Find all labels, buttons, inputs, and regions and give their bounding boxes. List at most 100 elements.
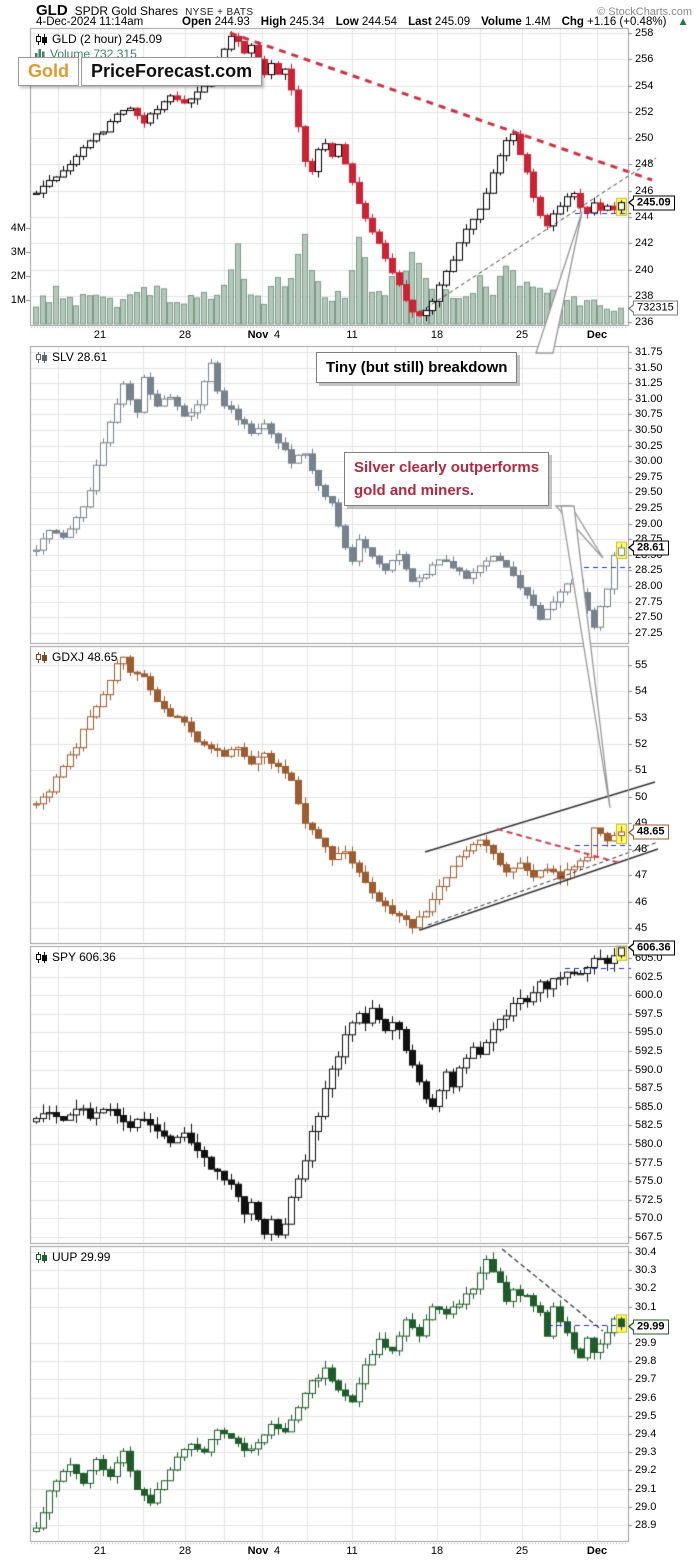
y-tick-label: 30.3	[635, 1264, 657, 1277]
y-tick-label: 29.2	[635, 1464, 657, 1477]
y-tick-label: 29.8	[635, 1355, 657, 1368]
y-tick-label: 29.9	[635, 1337, 657, 1349]
y-tick-label: 52	[635, 737, 648, 750]
candlestick-icon	[35, 951, 48, 963]
x-axis-label: 4	[273, 1545, 281, 1557]
panel-label-text: UUP 29.99	[52, 1250, 111, 1264]
y-tick-label: 31.50	[635, 361, 663, 374]
y-tick-label: 567.5	[635, 1231, 663, 1243]
y-tick-label: 48	[635, 843, 648, 856]
y-tick-label: 31.75	[635, 346, 663, 358]
y-tick-label: 31.00	[635, 392, 663, 405]
panel-label-text: SPY 606.36	[52, 950, 116, 964]
y-tick-label: 30.25	[635, 439, 663, 452]
logo-site-text: PriceForecast.com	[81, 57, 263, 86]
volume-icon	[35, 49, 46, 59]
y-tick-label: 585.0	[635, 1100, 663, 1113]
panel-label-gdxj: GDXJ 48.65	[35, 650, 117, 664]
price-label-gld: 245.09	[628, 195, 675, 211]
y-tick-label: 29.50	[635, 486, 663, 499]
y-tick-label: 31.25	[635, 377, 663, 390]
y-tick-label: 244	[635, 210, 654, 223]
y-tick-label: 250	[635, 132, 654, 145]
x-axis-label: 28	[178, 1545, 192, 1557]
y-tick-label: 45	[635, 922, 648, 934]
x-axis-label: 28	[178, 329, 192, 341]
price-label-gdxj: 48.65	[628, 824, 669, 840]
y-tick-label: 570.0	[635, 1212, 663, 1225]
y-tick-label: 595.0	[635, 1026, 663, 1039]
y-tick-label: 252	[635, 105, 654, 118]
annotation-line: Silver clearly outperforms	[354, 459, 540, 476]
quote-item: Volume 1.4M	[481, 16, 551, 28]
change-up-arrow: ▲	[677, 16, 689, 28]
x-axis-label: 21	[93, 1545, 107, 1557]
panel-label-text: GDXJ 48.65	[52, 650, 118, 664]
y-tick-label: 30.2	[635, 1282, 657, 1295]
quote-item: Last 245.09	[408, 16, 471, 28]
y-tick-label: 30.1	[635, 1300, 657, 1313]
y-tick-label: 28.00	[635, 580, 663, 592]
y-tick-label: 27.25	[635, 626, 663, 639]
volume-scale-label: 4M	[10, 222, 26, 234]
y-tick-label: 30.50	[635, 424, 663, 436]
candlestick-icon	[35, 1251, 48, 1263]
y-tick-label: 55	[635, 659, 648, 671]
panel-label-slv: SLV 28.61	[35, 350, 107, 364]
x-axis-label: Nov	[247, 1545, 269, 1557]
volume-label-box: 732315	[628, 300, 678, 316]
x-axis-label: 25	[515, 1545, 529, 1557]
annotation-line: gold and miners.	[354, 482, 475, 499]
y-tick-label: 29.25	[635, 502, 663, 514]
y-tick-label: 590.0	[635, 1063, 663, 1076]
annotation-silver: Silver clearly outperforms gold and miner…	[344, 452, 550, 506]
price-label-uup: 29.99	[628, 1319, 669, 1335]
volume-scale-label: 3M	[10, 246, 26, 258]
y-tick-label: 54	[635, 685, 648, 698]
candlestick-icon	[35, 651, 48, 663]
y-tick-label: 597.5	[635, 1007, 663, 1020]
y-tick-label: 242	[635, 237, 654, 250]
price-label-slv: 28.61	[628, 540, 669, 556]
y-tick-label: 28.25	[635, 564, 663, 577]
x-axis-label: 11	[346, 329, 358, 341]
candlestick-icon	[35, 33, 48, 45]
y-tick-label: 256	[635, 53, 654, 66]
x-axis-label: 4	[273, 329, 281, 341]
x-axis-label: Dec	[586, 329, 608, 341]
y-tick-label: 240	[635, 263, 654, 276]
header-quote-row: 4-Dec-2024 11:14am Open 244.93 High 245.3…	[36, 16, 692, 28]
symbol-name: SPDR Gold Shares	[74, 4, 179, 18]
x-axis-label: 21	[93, 329, 107, 341]
y-tick-label: 30.00	[635, 455, 663, 468]
volume-scale-label: 2M	[10, 270, 26, 282]
quote-item: High 245.34	[260, 16, 325, 28]
y-tick-label: 29.75	[635, 470, 663, 483]
y-tick-label: 582.5	[635, 1119, 663, 1132]
x-axis-label: 11	[346, 1545, 358, 1557]
y-tick-label: 580.0	[635, 1138, 663, 1150]
y-tick-label: 29.7	[635, 1373, 657, 1386]
panel-label-gld: GLD (2 hour) 245.09	[35, 32, 162, 46]
copyright: © StockCharts.com	[597, 6, 692, 18]
y-tick-label: 572.5	[635, 1193, 663, 1206]
y-tick-label: 29.4	[635, 1428, 657, 1440]
y-tick-label: 575.0	[635, 1175, 663, 1188]
annotation-breakdown: Tiny (but still) breakdown	[316, 352, 518, 383]
y-tick-label: 29.6	[635, 1391, 657, 1404]
y-tick-label: 602.5	[635, 970, 663, 983]
y-tick-label: 258	[635, 27, 654, 39]
quote-item: Open 244.93	[182, 16, 250, 28]
y-tick-label: 47	[635, 869, 648, 882]
y-tick-label: 246	[635, 184, 654, 197]
y-tick-label: 236	[635, 316, 654, 329]
x-axis-label: 25	[515, 329, 529, 341]
y-tick-label: 248	[635, 158, 654, 171]
y-tick-label: 29.3	[635, 1446, 657, 1459]
y-tick-label: 46	[635, 895, 648, 908]
y-tick-label: 29.5	[635, 1409, 657, 1422]
y-tick-label: 238	[635, 289, 654, 302]
quote-item: Low 244.54	[335, 16, 398, 28]
